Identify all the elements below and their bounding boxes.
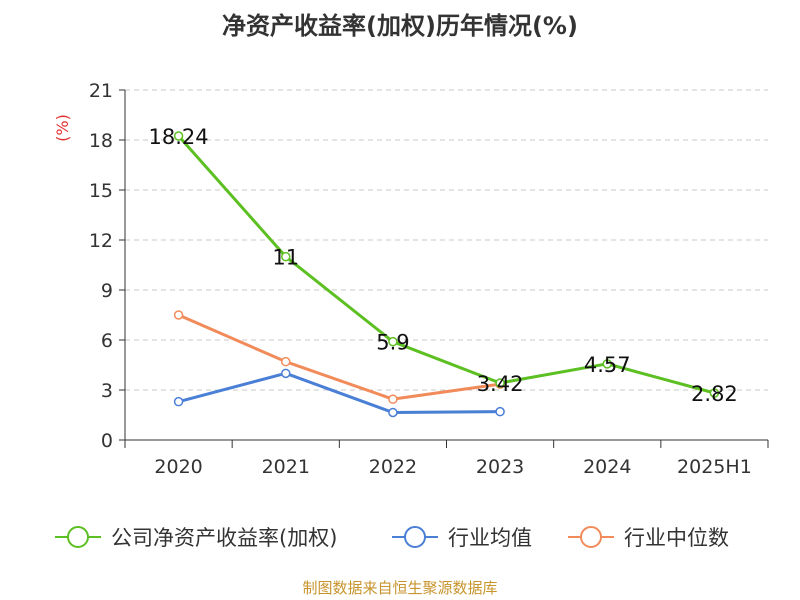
data-label: 4.57	[584, 353, 631, 377]
data-point	[388, 336, 398, 347]
y-tick-label: 21	[89, 80, 113, 102]
data-label: 5.9	[376, 331, 409, 355]
y-tick-label: 0	[101, 430, 113, 452]
data-point	[709, 388, 720, 398]
y-axis-label: (%)	[53, 114, 72, 142]
axes: 0 3 6 9 12 15 18 21 2020 2021 2022 2023 2024 2025H1	[89, 80, 769, 478]
data-label: 18.24	[149, 125, 209, 149]
data-point	[281, 356, 291, 367]
data-point	[495, 406, 505, 417]
y-tick-label: 3	[101, 380, 113, 402]
legend-label: 公司净资产收益率(加权)	[111, 526, 337, 550]
data-point	[388, 394, 398, 404]
x-tick-label: 2025H1	[677, 456, 752, 478]
source-note: 制图数据来自恒生聚源数据库	[302, 579, 497, 597]
data-point	[602, 359, 612, 369]
legend-label: 行业均值	[448, 526, 532, 550]
data-label: 11	[272, 246, 299, 270]
legend-swatch-marker	[404, 526, 426, 548]
legend-label: 行业中位数	[624, 526, 729, 550]
grid	[125, 89, 768, 391]
series-line	[177, 313, 501, 401]
data-point	[495, 378, 505, 388]
y-tick-label: 15	[89, 180, 113, 202]
x-tick-label: 2024	[583, 456, 631, 478]
data-label: 2.82	[691, 382, 738, 406]
y-tick-label: 12	[89, 230, 113, 252]
x-tick-label: 2022	[369, 456, 417, 478]
legend-item: 行业中位数	[568, 526, 729, 550]
data-point	[173, 310, 184, 320]
y-tick-label: 18	[89, 130, 113, 152]
legend-swatch-marker	[67, 526, 89, 548]
data-point	[281, 368, 291, 379]
series-line	[177, 135, 715, 395]
series-line	[178, 371, 501, 414]
legend: 公司净资产收益率(加权) 行业均值 行业中位数	[55, 526, 729, 550]
x-tick-label: 2021	[262, 456, 310, 478]
y-tick-label: 6	[101, 330, 113, 352]
x-tick-label: 2023	[476, 456, 524, 478]
legend-swatch-marker	[580, 526, 602, 548]
data-point	[388, 407, 398, 418]
series	[173, 131, 720, 418]
data-point	[281, 251, 291, 262]
data-labels: 18.24 11 5.9 3.42 4.57 2.82	[149, 125, 738, 406]
data-point	[173, 131, 184, 141]
legend-item: 公司净资产收益率(加权)	[55, 526, 337, 550]
data-label: 3.42	[477, 372, 524, 396]
legend-item: 行业均值	[392, 526, 532, 550]
chart-title: 净资产收益率(加权)历年情况(%)	[222, 12, 578, 40]
y-tick-label: 9	[101, 280, 113, 302]
x-tick-label: 2020	[154, 456, 202, 478]
data-point	[173, 396, 184, 407]
